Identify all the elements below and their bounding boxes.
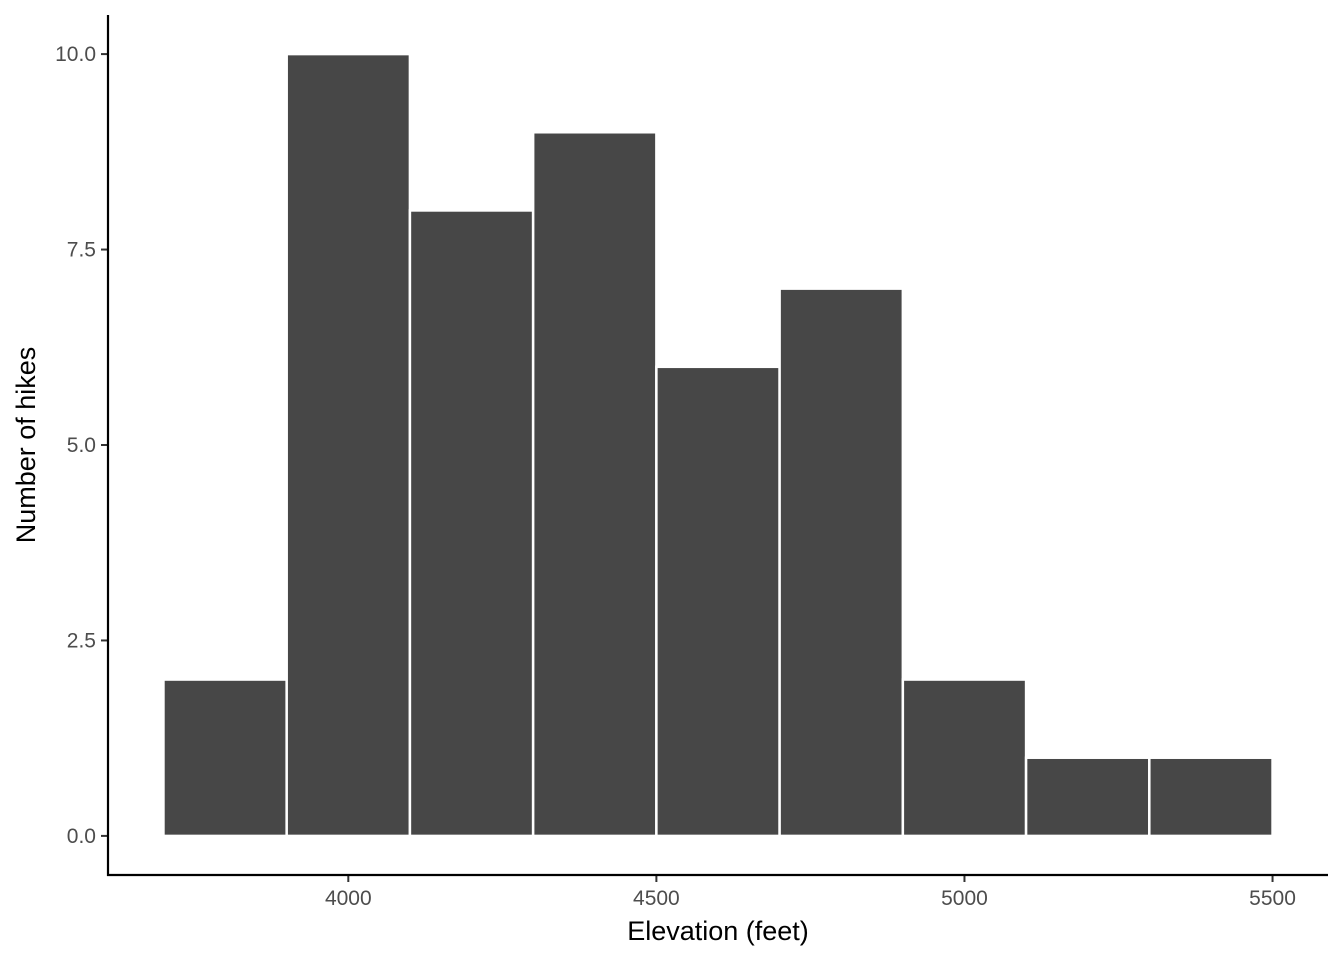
- x-tick-label: 5000: [941, 887, 988, 910]
- bars-group: [162, 52, 1274, 838]
- y-tick-label: 7.5: [67, 239, 96, 262]
- histogram-bar-5: [655, 365, 781, 838]
- y-tick-label: 10.0: [55, 43, 96, 66]
- x-axis-title: Elevation (feet): [627, 916, 809, 946]
- histogram-bar-3: [408, 209, 535, 838]
- y-tick-label: 2.5: [67, 629, 96, 652]
- x-axis-ticks: 4000 4500 5000 5500: [325, 875, 1296, 910]
- histogram-bar-4: [531, 131, 658, 838]
- x-tick-label: 4500: [633, 887, 680, 910]
- y-axis-ticks: 0.0 2.5 5.0 7.5 10.0: [55, 43, 108, 848]
- y-tick-label: 5.0: [67, 434, 96, 457]
- histogram-bar-8: [1024, 756, 1151, 838]
- x-tick-label: 5500: [1249, 887, 1296, 910]
- histogram-bar-1: [162, 678, 288, 838]
- histogram-bar-6: [778, 287, 905, 838]
- histogram-bar-9: [1148, 756, 1274, 838]
- histogram-bar-2: [285, 52, 412, 838]
- y-tick-label: 0.0: [67, 825, 96, 848]
- y-axis-title: Number of hikes: [11, 347, 41, 544]
- x-tick-label: 4000: [325, 887, 372, 910]
- histogram-bar-7: [901, 678, 1028, 838]
